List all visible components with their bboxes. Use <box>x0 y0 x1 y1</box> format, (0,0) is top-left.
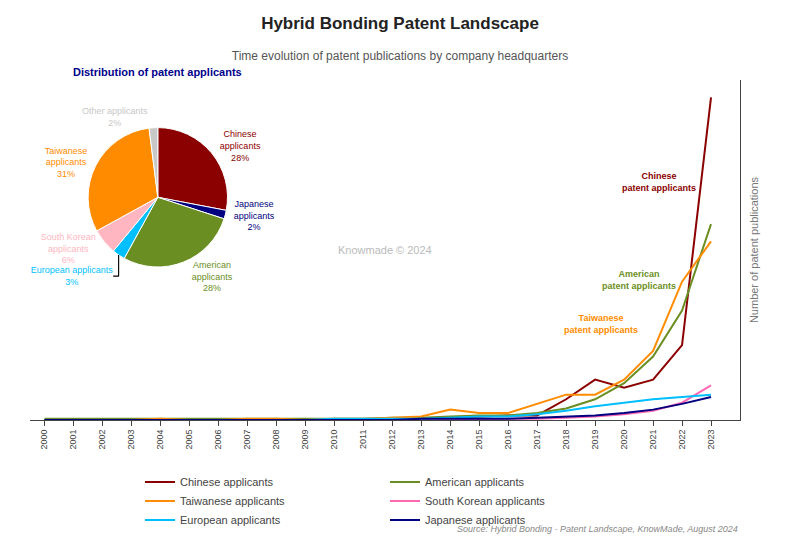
svg-text:2013: 2013 <box>416 430 426 450</box>
svg-text:2009: 2009 <box>300 430 310 450</box>
svg-text:2021: 2021 <box>648 430 658 450</box>
svg-text:2006: 2006 <box>213 430 223 450</box>
svg-text:Other applicants2%: Other applicants2% <box>82 106 148 128</box>
svg-text:Number of patent publications: Number of patent publications <box>748 176 760 323</box>
svg-text:Americanapplicants28%: Americanapplicants28% <box>192 260 233 293</box>
svg-text:2012: 2012 <box>387 430 397 450</box>
svg-text:European applicants3%: European applicants3% <box>31 265 114 287</box>
svg-text:Hybrid Bonding Patent Landscap: Hybrid Bonding Patent Landscape <box>261 14 539 33</box>
svg-text:2005: 2005 <box>184 430 194 450</box>
svg-text:2018: 2018 <box>561 430 571 450</box>
svg-text:2020: 2020 <box>619 430 629 450</box>
svg-text:2008: 2008 <box>271 430 281 450</box>
svg-text:2010: 2010 <box>329 430 339 450</box>
svg-text:2015: 2015 <box>474 430 484 450</box>
svg-text:Taiwaneseapplicants31%: Taiwaneseapplicants31% <box>45 146 88 179</box>
svg-text:2014: 2014 <box>445 430 455 450</box>
svg-text:2016: 2016 <box>503 430 513 450</box>
svg-text:Japaneseapplicants2%: Japaneseapplicants2% <box>234 199 275 232</box>
svg-text:Time evolution of patent publi: Time evolution of patent publications by… <box>232 49 568 63</box>
svg-text:2017: 2017 <box>532 430 542 450</box>
svg-text:Taiwanese applicants: Taiwanese applicants <box>180 495 285 507</box>
svg-text:2002: 2002 <box>97 430 107 450</box>
svg-text:South Koreanapplicants6%: South Koreanapplicants6% <box>41 232 96 265</box>
svg-text:Chinese applicants: Chinese applicants <box>180 476 273 488</box>
svg-text:2001: 2001 <box>68 430 78 450</box>
svg-text:2007: 2007 <box>242 430 252 450</box>
svg-text:2019: 2019 <box>590 430 600 450</box>
svg-text:Knowmade © 2024: Knowmade © 2024 <box>338 244 432 256</box>
svg-text:Americanpatent applicants: Americanpatent applicants <box>602 269 676 291</box>
svg-text:2000: 2000 <box>39 430 49 450</box>
svg-text:American applicants: American applicants <box>425 476 525 488</box>
svg-text:Chinesepatent applicants: Chinesepatent applicants <box>622 171 696 193</box>
svg-text:South Korean applicants: South Korean applicants <box>425 495 545 507</box>
svg-text:Japanese applicants: Japanese applicants <box>425 514 526 526</box>
svg-text:2011: 2011 <box>358 430 368 449</box>
svg-text:2004: 2004 <box>155 430 165 450</box>
svg-text:2022: 2022 <box>677 430 687 450</box>
svg-text:2003: 2003 <box>126 430 136 450</box>
svg-text:European applicants: European applicants <box>180 514 281 526</box>
svg-text:Distribution of patent applica: Distribution of patent applicants <box>73 66 242 78</box>
svg-text:Chineseapplicants28%: Chineseapplicants28% <box>220 129 261 162</box>
svg-text:Taiwanesepatent applicants: Taiwanesepatent applicants <box>564 313 638 335</box>
svg-text:Source: Hybrid Bonding - Paten: Source: Hybrid Bonding - Patent Landscap… <box>457 524 738 534</box>
svg-text:2023: 2023 <box>706 430 716 450</box>
